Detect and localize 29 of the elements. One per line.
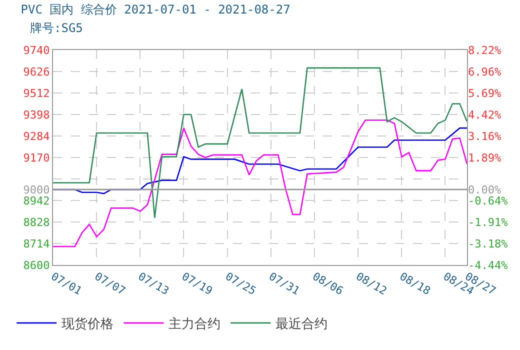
- y-tick-label: 8828: [23, 216, 50, 229]
- line-series: [53, 120, 467, 248]
- y2-tick-label: 3.16%: [468, 130, 502, 143]
- y2-tick-label: 0.00%: [468, 183, 502, 196]
- y-tick-label: 8714: [23, 237, 50, 250]
- y-tick-label: 9740: [23, 44, 50, 57]
- y2-tick-label: 1.89%: [468, 151, 502, 164]
- y2-tick-label: -1.91%: [468, 216, 508, 229]
- legend-label: 最近合约: [276, 317, 328, 332]
- y2-tick-label: -0.64%: [468, 194, 508, 208]
- y2-tick-label: 8.22%: [468, 44, 502, 57]
- y2-tick-label: 4.42%: [468, 108, 502, 122]
- chart-subtitle: 牌号:SG5: [30, 21, 83, 35]
- legend-label: 主力合约: [168, 316, 221, 332]
- y-tick-label: 9626: [23, 65, 50, 78]
- y2-tick-label: -3.18%: [468, 237, 508, 250]
- y-tick-label: 8600: [23, 258, 50, 272]
- y2-tick-label: -4.44%: [468, 258, 508, 272]
- legend-label: 现货价格: [62, 317, 114, 332]
- y-tick-label: 9284: [23, 130, 50, 143]
- y-tick-label: 9512: [23, 86, 50, 100]
- line-series: [53, 67, 467, 218]
- y2-tick-label: 6.96%: [468, 65, 502, 78]
- y-tick-label: 9398: [23, 108, 50, 122]
- y-tick-label: 9170: [23, 151, 50, 164]
- y-tick-label: 8942: [23, 194, 50, 208]
- y2-tick-label: 5.69%: [468, 86, 502, 100]
- y-tick-label: 9000: [23, 183, 50, 196]
- chart-title: PVC 国内 综合价 2021-07-01 - 2021-08-27: [20, 2, 290, 17]
